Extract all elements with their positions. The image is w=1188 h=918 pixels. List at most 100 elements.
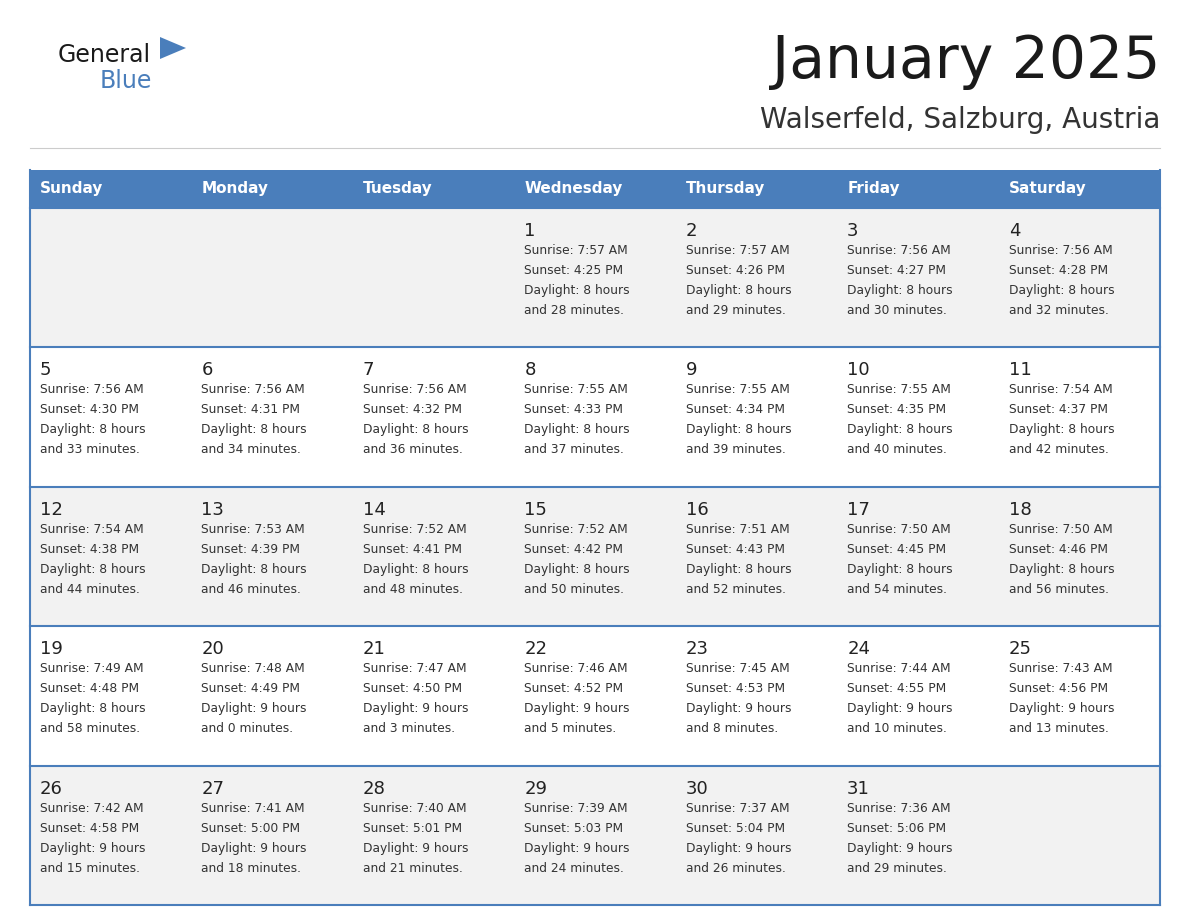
Text: and 3 minutes.: and 3 minutes. (362, 722, 455, 735)
Text: 13: 13 (202, 501, 225, 519)
Bar (30, 170, 191, 208)
Text: 15: 15 (524, 501, 548, 519)
Bar (30, 766, 1159, 905)
Text: Daylight: 8 hours: Daylight: 8 hours (685, 563, 791, 576)
Text: Daylight: 8 hours: Daylight: 8 hours (40, 702, 146, 715)
Text: Sunrise: 7:54 AM: Sunrise: 7:54 AM (40, 522, 144, 536)
Text: Blue: Blue (100, 69, 152, 93)
Text: Sunrise: 7:36 AM: Sunrise: 7:36 AM (847, 801, 950, 814)
Text: 11: 11 (1009, 362, 1031, 379)
Text: Sunset: 4:37 PM: Sunset: 4:37 PM (1009, 403, 1107, 417)
Text: Sunset: 4:41 PM: Sunset: 4:41 PM (362, 543, 462, 555)
Text: Sunrise: 7:41 AM: Sunrise: 7:41 AM (202, 801, 305, 814)
Text: Daylight: 8 hours: Daylight: 8 hours (1009, 284, 1114, 297)
Text: Sunset: 4:48 PM: Sunset: 4:48 PM (40, 682, 139, 695)
Text: and 42 minutes.: and 42 minutes. (1009, 443, 1108, 456)
Text: Monday: Monday (202, 182, 268, 196)
Text: Wednesday: Wednesday (524, 182, 623, 196)
Text: Sunrise: 7:57 AM: Sunrise: 7:57 AM (685, 244, 790, 257)
Text: Sunset: 4:31 PM: Sunset: 4:31 PM (202, 403, 301, 417)
Text: Sunset: 4:46 PM: Sunset: 4:46 PM (1009, 543, 1107, 555)
Text: Sunrise: 7:37 AM: Sunrise: 7:37 AM (685, 801, 789, 814)
Text: and 50 minutes.: and 50 minutes. (524, 583, 624, 596)
Text: Daylight: 8 hours: Daylight: 8 hours (524, 284, 630, 297)
Text: 29: 29 (524, 779, 548, 798)
Text: and 28 minutes.: and 28 minutes. (524, 304, 624, 317)
Text: and 39 minutes.: and 39 minutes. (685, 443, 785, 456)
Text: and 46 minutes.: and 46 minutes. (202, 583, 302, 596)
Text: 20: 20 (202, 640, 225, 658)
Text: and 29 minutes.: and 29 minutes. (685, 304, 785, 317)
Text: 28: 28 (362, 779, 386, 798)
Bar (999, 170, 1159, 208)
Text: 4: 4 (1009, 222, 1020, 240)
Text: 21: 21 (362, 640, 386, 658)
Text: Daylight: 8 hours: Daylight: 8 hours (40, 563, 146, 576)
Text: Sunrise: 7:52 AM: Sunrise: 7:52 AM (362, 522, 467, 536)
Text: Sunset: 4:45 PM: Sunset: 4:45 PM (847, 543, 947, 555)
Text: and 8 minutes.: and 8 minutes. (685, 722, 778, 735)
Text: Sunset: 5:01 PM: Sunset: 5:01 PM (362, 822, 462, 834)
Text: Sunset: 4:58 PM: Sunset: 4:58 PM (40, 822, 139, 834)
Text: Sunset: 4:53 PM: Sunset: 4:53 PM (685, 682, 785, 695)
Text: Sunset: 4:39 PM: Sunset: 4:39 PM (202, 543, 301, 555)
Text: Daylight: 8 hours: Daylight: 8 hours (1009, 563, 1114, 576)
Text: Tuesday: Tuesday (362, 182, 432, 196)
Text: Sunrise: 7:56 AM: Sunrise: 7:56 AM (202, 384, 305, 397)
Text: Sunrise: 7:55 AM: Sunrise: 7:55 AM (524, 384, 628, 397)
Text: Daylight: 8 hours: Daylight: 8 hours (847, 423, 953, 436)
Text: 3: 3 (847, 222, 859, 240)
Text: Sunset: 4:26 PM: Sunset: 4:26 PM (685, 264, 785, 277)
Bar (838, 170, 999, 208)
Text: Friday: Friday (847, 182, 899, 196)
Text: Daylight: 8 hours: Daylight: 8 hours (685, 284, 791, 297)
Text: Daylight: 9 hours: Daylight: 9 hours (847, 842, 953, 855)
Text: Sunset: 5:03 PM: Sunset: 5:03 PM (524, 822, 624, 834)
Text: Sunset: 5:00 PM: Sunset: 5:00 PM (202, 822, 301, 834)
Text: Sunset: 4:33 PM: Sunset: 4:33 PM (524, 403, 624, 417)
Text: and 21 minutes.: and 21 minutes. (362, 862, 463, 875)
Text: and 40 minutes.: and 40 minutes. (847, 443, 947, 456)
Text: Sunrise: 7:56 AM: Sunrise: 7:56 AM (847, 244, 950, 257)
Text: Sunrise: 7:40 AM: Sunrise: 7:40 AM (362, 801, 467, 814)
Text: Sunset: 4:55 PM: Sunset: 4:55 PM (847, 682, 947, 695)
Text: and 10 minutes.: and 10 minutes. (847, 722, 947, 735)
Text: Walserfeld, Salzburg, Austria: Walserfeld, Salzburg, Austria (759, 106, 1159, 134)
Text: Sunset: 4:52 PM: Sunset: 4:52 PM (524, 682, 624, 695)
Text: Daylight: 9 hours: Daylight: 9 hours (685, 702, 791, 715)
Text: Sunday: Sunday (40, 182, 103, 196)
Text: Sunset: 4:34 PM: Sunset: 4:34 PM (685, 403, 785, 417)
Bar (514, 170, 676, 208)
Text: Sunset: 4:27 PM: Sunset: 4:27 PM (847, 264, 946, 277)
Text: Sunrise: 7:43 AM: Sunrise: 7:43 AM (1009, 662, 1112, 676)
Bar (30, 626, 1159, 766)
Text: and 24 minutes.: and 24 minutes. (524, 862, 624, 875)
Text: and 29 minutes.: and 29 minutes. (847, 862, 947, 875)
Text: Sunrise: 7:56 AM: Sunrise: 7:56 AM (40, 384, 144, 397)
Text: Sunrise: 7:47 AM: Sunrise: 7:47 AM (362, 662, 467, 676)
Text: Thursday: Thursday (685, 182, 765, 196)
Text: Sunset: 4:25 PM: Sunset: 4:25 PM (524, 264, 624, 277)
Text: Sunset: 4:28 PM: Sunset: 4:28 PM (1009, 264, 1107, 277)
Text: Daylight: 8 hours: Daylight: 8 hours (685, 423, 791, 436)
Text: and 13 minutes.: and 13 minutes. (1009, 722, 1108, 735)
Text: 1: 1 (524, 222, 536, 240)
Text: 27: 27 (202, 779, 225, 798)
Text: 12: 12 (40, 501, 63, 519)
Text: 18: 18 (1009, 501, 1031, 519)
Text: Sunset: 4:38 PM: Sunset: 4:38 PM (40, 543, 139, 555)
Text: Daylight: 9 hours: Daylight: 9 hours (524, 702, 630, 715)
Text: 31: 31 (847, 779, 870, 798)
Text: Sunrise: 7:48 AM: Sunrise: 7:48 AM (202, 662, 305, 676)
Text: and 56 minutes.: and 56 minutes. (1009, 583, 1108, 596)
Text: Daylight: 9 hours: Daylight: 9 hours (1009, 702, 1114, 715)
Text: Sunset: 4:50 PM: Sunset: 4:50 PM (362, 682, 462, 695)
Text: Sunrise: 7:42 AM: Sunrise: 7:42 AM (40, 801, 144, 814)
Text: Sunrise: 7:39 AM: Sunrise: 7:39 AM (524, 801, 628, 814)
Text: Sunrise: 7:51 AM: Sunrise: 7:51 AM (685, 522, 790, 536)
Text: and 36 minutes.: and 36 minutes. (362, 443, 463, 456)
Text: and 5 minutes.: and 5 minutes. (524, 722, 617, 735)
Text: 10: 10 (847, 362, 870, 379)
Text: and 30 minutes.: and 30 minutes. (847, 304, 947, 317)
Text: 5: 5 (40, 362, 51, 379)
